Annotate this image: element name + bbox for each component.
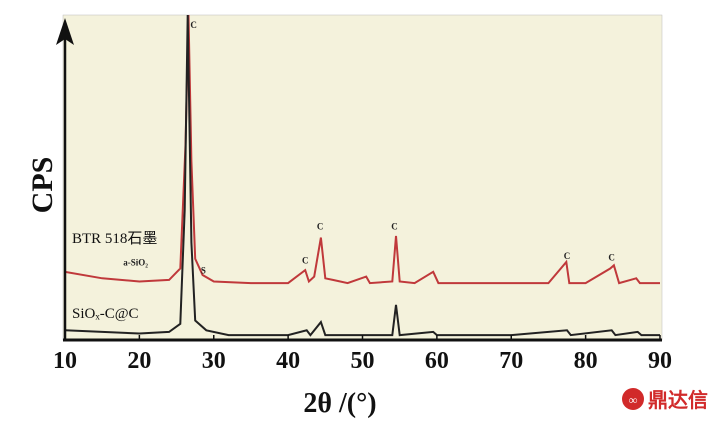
series-label: SiOₓ-C@C [72,306,139,322]
watermark: 鼎达信 [648,388,708,412]
x-tick-label: 50 [351,348,375,374]
y-axis-label: CPS [26,157,59,214]
x-tick-label: 30 [202,348,226,374]
annotation: C [608,252,615,262]
x-tick-label: 80 [574,348,598,374]
series-line [65,14,660,337]
plot-background [62,14,663,341]
x-tick-label: 90 [648,348,672,374]
annotation: C [190,20,197,30]
series-label: BTR 518石墨 [72,231,157,247]
annotation: C [391,222,398,232]
y-axis-arrow [56,18,74,45]
annotation: a-SiO₂ [123,257,148,267]
x-tick-label: 40 [276,348,300,374]
annotation: C [317,222,324,232]
annotation: C [564,251,571,261]
x-axis-label: 2θ /(°) [303,388,376,419]
annotation: C [302,256,309,266]
series-line [65,14,660,285]
x-tick-label: 70 [499,348,523,374]
svg-text:∞: ∞ [629,393,638,407]
annotation: S [201,265,206,275]
x-tick-label: 20 [127,348,151,374]
watermark-icon: ∞ [622,388,644,410]
x-tick-label: 60 [425,348,449,374]
x-tick-label: 10 [53,348,77,374]
